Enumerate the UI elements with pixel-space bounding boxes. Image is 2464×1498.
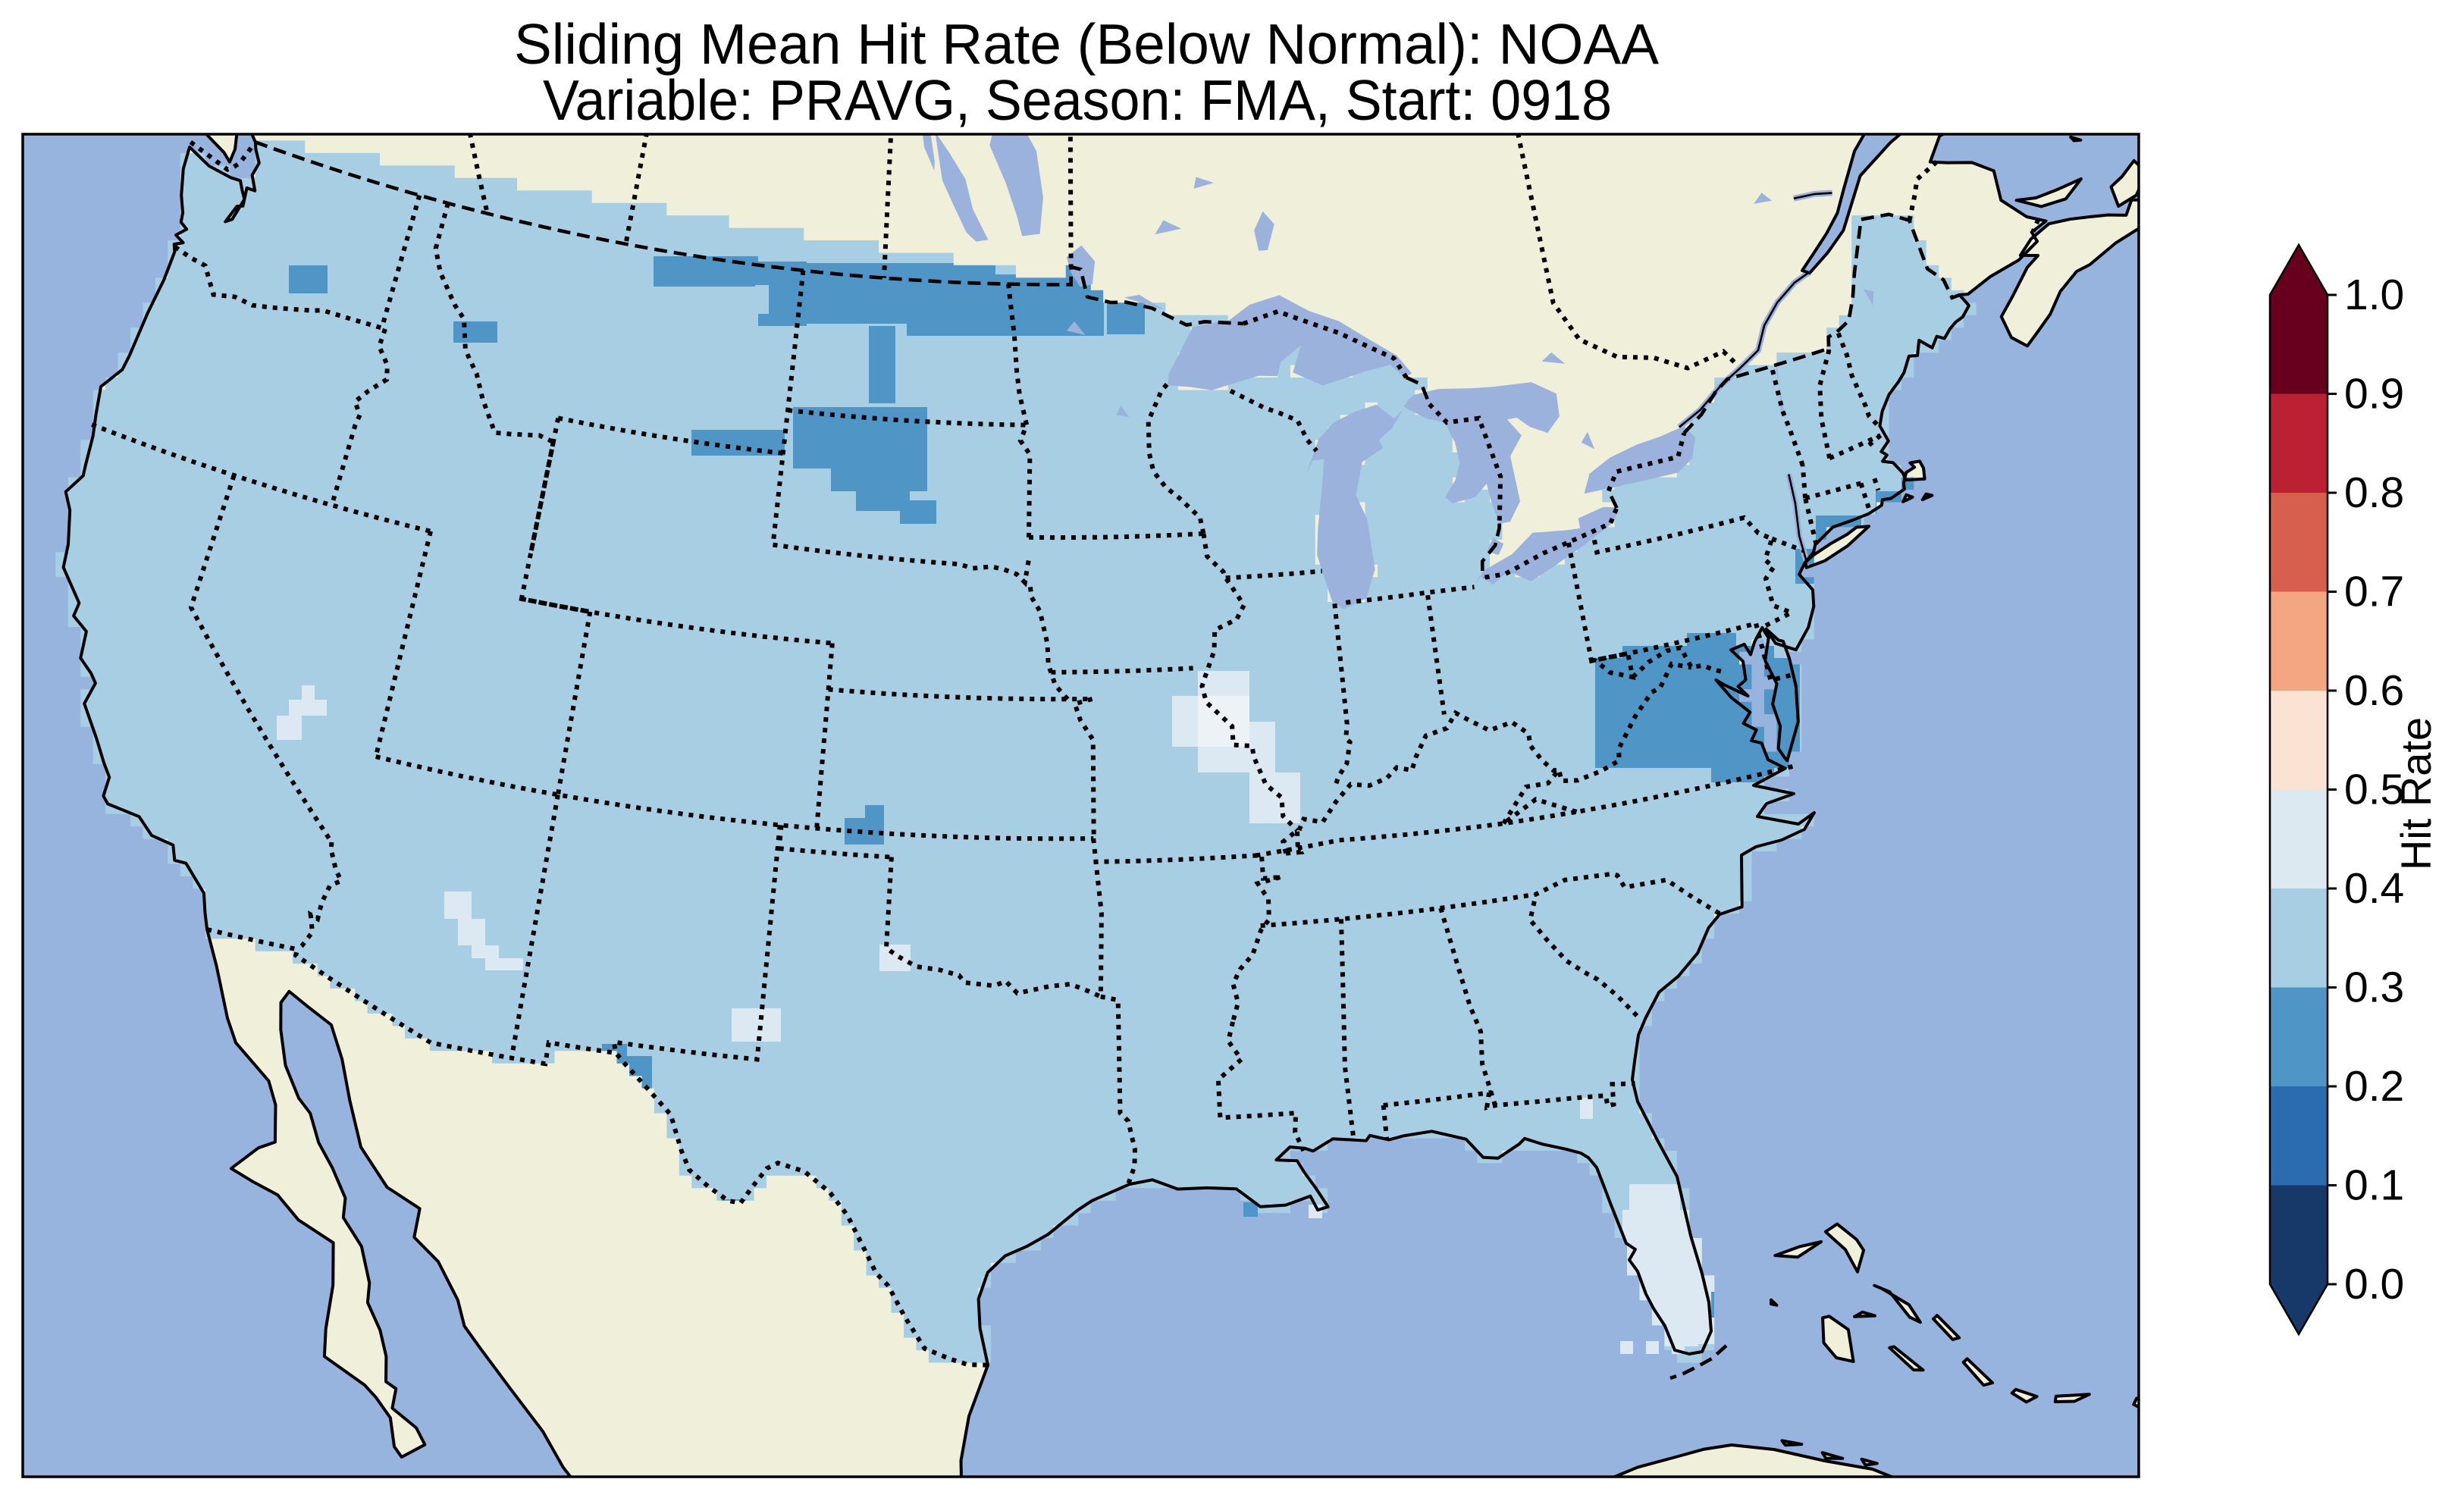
svg-text:0.9: 0.9 — [2344, 370, 2404, 418]
svg-text:0.7: 0.7 — [2344, 568, 2404, 616]
svg-text:Hit Rate: Hit Rate — [2392, 717, 2440, 870]
svg-text:0.6: 0.6 — [2344, 666, 2404, 715]
svg-text:0.4: 0.4 — [2344, 864, 2404, 913]
svg-text:0.2: 0.2 — [2344, 1062, 2404, 1111]
svg-text:Sliding Mean Hit Rate (Below N: Sliding Mean Hit Rate (Below Normal): NO… — [514, 12, 1659, 76]
svg-text:1.0: 1.0 — [2344, 271, 2404, 319]
svg-text:Variable: PRAVG, Season: FMA,: Variable: PRAVG, Season: FMA, Start: 091… — [543, 68, 1612, 132]
svg-text:0.0: 0.0 — [2344, 1260, 2404, 1308]
svg-text:0.3: 0.3 — [2344, 964, 2404, 1012]
svg-text:0.5: 0.5 — [2344, 766, 2404, 814]
svg-text:0.8: 0.8 — [2344, 469, 2404, 517]
svg-text:0.1: 0.1 — [2344, 1161, 2404, 1210]
